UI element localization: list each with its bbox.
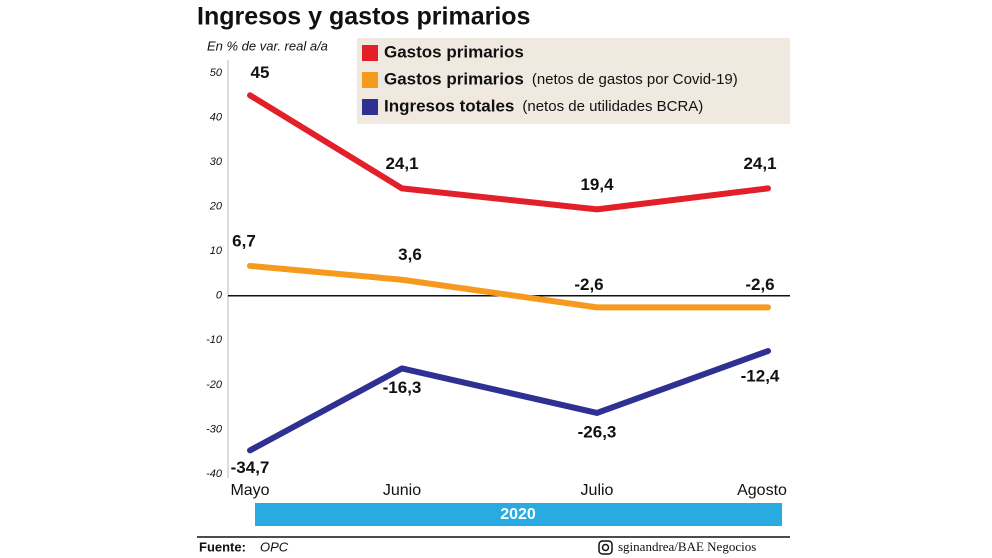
legend-label: Ingresos totales [384,96,514,115]
y-tick-label: -40 [206,468,223,480]
data-label: -2,6 [745,275,774,294]
data-label: -34,7 [231,458,270,477]
data-label: -16,3 [383,378,422,397]
series-line [247,92,771,213]
y-tick-label: -30 [206,423,223,435]
data-label: 19,4 [580,175,614,194]
y-tick-label: 20 [209,201,223,213]
legend-note: (netos de utilidades BCRA) [522,98,703,115]
data-label: 24,1 [385,154,418,173]
data-label: 6,7 [232,231,256,250]
legend-label: Gastos primarios [384,69,524,88]
instagram-icon [598,540,613,555]
period-label: 2020 [500,506,536,523]
x-tick-label: Junio [383,482,421,499]
data-label: -12,4 [741,367,780,386]
instagram-icon-lens [601,543,610,552]
legend-swatch [362,45,378,61]
x-tick-label: Mayo [230,482,269,499]
series-line [247,262,771,311]
y-tick-label: 40 [210,111,223,123]
legend-swatch [362,99,378,115]
y-tick-label: 50 [210,67,223,79]
y-tick-label: 0 [216,290,223,302]
data-label: 24,1 [743,154,776,173]
period-band [255,503,782,526]
credit: sginandrea/BAE Negocios [618,539,756,554]
x-tick-label: Julio [581,482,614,499]
legend-box [357,38,790,124]
y-tick-label: -10 [206,334,223,346]
y-tick-label: 30 [210,156,223,168]
chart-title: Ingresos y gastos primarios [197,3,530,31]
legend-label: Gastos primarios [384,42,524,61]
data-label: 45 [251,63,270,82]
y-tick-label: 10 [210,245,223,257]
legend-note: (netos de gastos por Covid-19) [532,71,738,88]
legend-swatch [362,72,378,88]
data-label: -2,6 [574,275,603,294]
source: OPC [260,539,289,554]
chart-subtitle: En % de var. real a/a [207,38,328,53]
source-label: Fuente: [199,539,246,554]
data-label: 3,6 [398,245,422,264]
data-label: -26,3 [578,422,617,441]
y-tick-label: -20 [206,379,223,391]
series-line [247,348,771,454]
x-tick-label: Agosto [737,482,787,499]
